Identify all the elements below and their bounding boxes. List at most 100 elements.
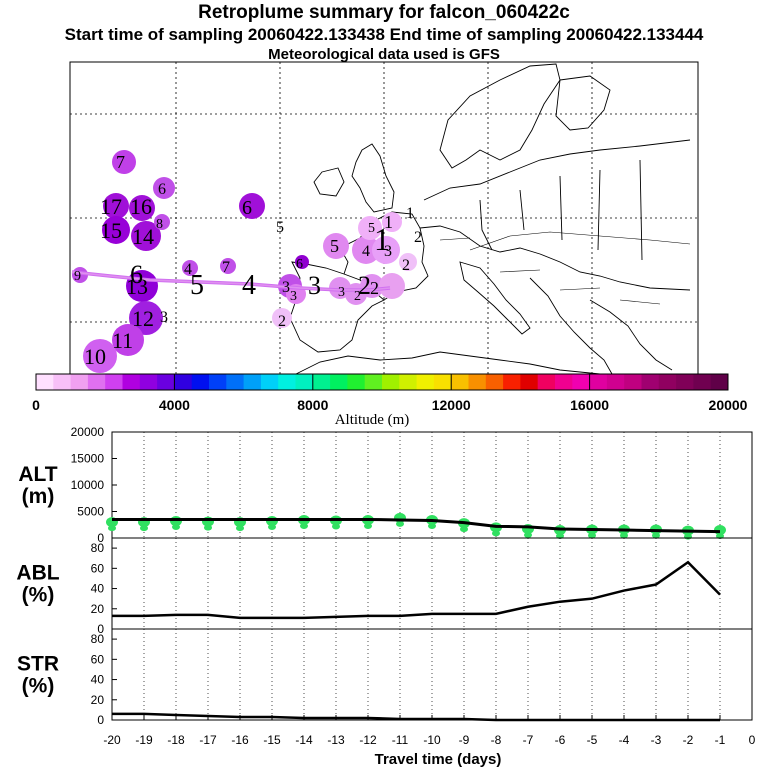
- alt-cluster-point: [524, 531, 532, 538]
- str-line: [112, 712, 720, 722]
- x-tick-label: -14: [295, 733, 313, 747]
- label-3e: 3: [290, 289, 297, 304]
- colorbar-cell: [537, 374, 556, 390]
- label-11: 11: [112, 328, 133, 353]
- colorbar-cell: [122, 374, 141, 390]
- colorbar-tick-label: 16000: [570, 397, 609, 413]
- label-large-4: 4: [242, 270, 256, 301]
- label-large-3b: 3: [282, 279, 290, 296]
- colorbar-cell: [364, 374, 383, 390]
- colorbar-cell: [139, 374, 158, 390]
- colorbar-cell: [347, 374, 366, 390]
- x-tick-label: -9: [459, 733, 470, 747]
- colorbar-cell: [36, 374, 54, 390]
- label-1b: 1: [384, 212, 393, 232]
- alt-cluster-point: [492, 530, 500, 537]
- colorbar-cell: [87, 374, 106, 390]
- panel-ylabel: (m): [22, 485, 55, 508]
- label-large-3a: 3: [308, 271, 321, 300]
- label-4b: 4: [184, 261, 192, 278]
- colorbar-cell: [70, 374, 89, 390]
- colorbar-cell: [641, 374, 660, 390]
- label-2a: 2: [414, 229, 422, 246]
- y-tick-label: 60: [91, 561, 105, 575]
- alt-cluster-point: [364, 522, 372, 529]
- colorbar-cell: [589, 374, 608, 390]
- alt-cluster-point: [588, 532, 596, 539]
- x-tick-label: 0: [749, 733, 756, 747]
- panel-ylabel: ABL: [16, 562, 59, 585]
- colorbar-cell: [209, 374, 227, 390]
- x-tick-label: -6: [555, 733, 566, 747]
- x-tick-label: -5: [587, 733, 598, 747]
- panel-ylabel: ALT: [18, 463, 57, 486]
- colorbar-cell: [555, 374, 573, 390]
- alt-cluster-point: [428, 522, 436, 529]
- colorbar-cell: [468, 374, 487, 390]
- colorbar-cell: [520, 374, 539, 390]
- alt-cluster-point: [620, 532, 628, 539]
- x-tick-label: -10: [423, 733, 441, 747]
- y-tick-label: 60: [91, 652, 105, 666]
- label-15: 15: [100, 218, 122, 243]
- colorbar-cell: [174, 374, 193, 390]
- alt-cluster-point: [108, 525, 116, 532]
- label-7b: 7: [222, 259, 230, 276]
- label-5a: 5: [330, 236, 339, 256]
- alt-mean-line: [112, 517, 721, 534]
- alt-cluster-point: [460, 526, 468, 533]
- label-3a: 3: [384, 243, 392, 260]
- y-tick-label: 40: [91, 673, 105, 687]
- alt-cluster-point: [652, 532, 660, 539]
- y-tick-label: 80: [91, 541, 105, 555]
- colorbar-cell: [433, 374, 452, 390]
- y-tick-label: 5000: [77, 505, 104, 519]
- label-6a: 6: [242, 197, 252, 219]
- y-tick-label: 80: [91, 632, 105, 646]
- y-tick-label: 40: [91, 582, 105, 596]
- colorbar-cell: [382, 374, 400, 390]
- alt-cluster-point: [332, 523, 340, 530]
- colorbar-cell: [278, 374, 296, 390]
- y-tick-label: 10000: [71, 478, 105, 492]
- colorbar-cell: [676, 374, 694, 390]
- label-12: 12: [132, 306, 154, 331]
- plume-clusters: [72, 150, 417, 373]
- alt-cluster-point: [204, 524, 212, 531]
- label-6c: 6: [296, 257, 303, 272]
- label-large-5: 5: [190, 270, 204, 301]
- colorbar-cell: [658, 374, 677, 390]
- x-tick-label: -7: [523, 733, 534, 747]
- altitude-colorbar: 0 4000 8000 12000 16000 20000 Altitude (m): [32, 373, 748, 428]
- panel-ylabel: (%): [22, 675, 55, 698]
- day-labels: 6 13 5 4 3 3 2 3 2 1 1 1 2 2 3 4 4 5 5 5…: [74, 152, 422, 369]
- label-6b: 6: [158, 181, 166, 198]
- y-tick-label: 20: [91, 602, 105, 616]
- colorbar-cell: [312, 374, 331, 390]
- sampling-times: Start time of sampling 20060422.133438 E…: [64, 25, 704, 44]
- alt-cluster-point: [300, 522, 308, 529]
- x-tick-label: -20: [103, 733, 121, 747]
- panel-ylabel: STR: [17, 653, 59, 676]
- alt-cluster-point: [140, 525, 148, 532]
- y-tick-label: 0: [97, 622, 104, 636]
- y-tick-label: 15000: [71, 452, 105, 466]
- label-16: 16: [130, 194, 152, 219]
- label-9: 9: [74, 269, 81, 284]
- colorbar-cell: [485, 374, 504, 390]
- colorbar-cell: [226, 374, 245, 390]
- x-tick-label: -8: [491, 733, 502, 747]
- label-5b: 5: [276, 219, 284, 236]
- colorbar-cell: [451, 374, 469, 390]
- label-large-1: 1: [374, 221, 390, 257]
- colorbar-tick-label: 0: [32, 397, 40, 413]
- x-tick-label: -11: [392, 733, 409, 747]
- page-title: Retroplume summary for falcon_060422c: [198, 2, 570, 23]
- colorbar-cell: [416, 374, 435, 390]
- y-tick-label: 20: [91, 693, 105, 707]
- colorbar-cell: [191, 374, 210, 390]
- y-tick-label: 0: [97, 713, 104, 727]
- colorbar-tick-label: 8000: [297, 397, 328, 413]
- label-large-6: 6: [130, 260, 143, 289]
